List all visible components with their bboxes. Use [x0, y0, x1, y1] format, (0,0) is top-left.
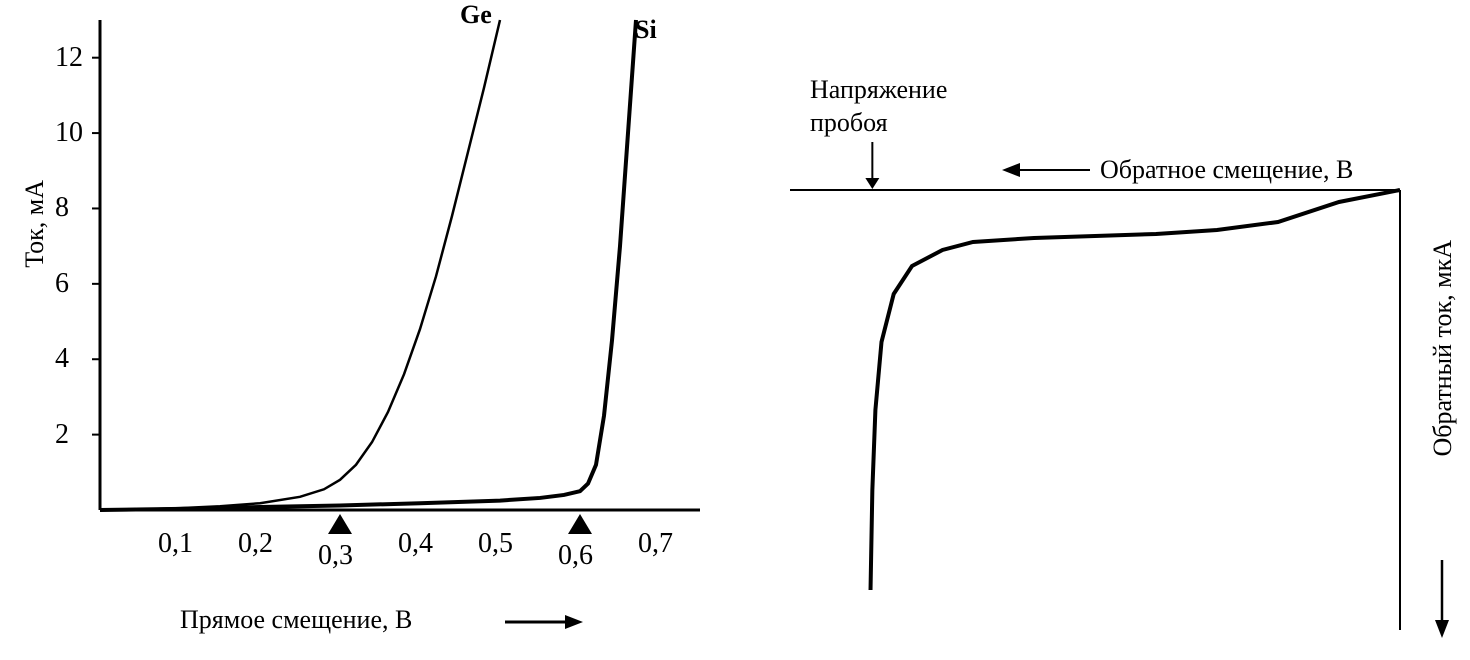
x-marker [568, 514, 592, 534]
x-tick-label: 0,2 [238, 528, 273, 560]
y-tick-label: 2 [55, 419, 69, 451]
ge-label: Ge [460, 0, 492, 30]
breakdown-label-2: пробоя [810, 108, 888, 138]
x-tick-label: 0,3 [318, 540, 353, 572]
reverse-current-label: Обратный ток, мкА [1428, 240, 1458, 457]
x-tick-label: 0,5 [478, 528, 513, 560]
ge-curve [100, 20, 500, 510]
x-tick-label: 0,4 [398, 528, 433, 560]
reverse-bias-chart: Напряжение пробоя Обратное смещение, В О… [750, 0, 1470, 660]
x-tick-label: 0,1 [158, 528, 193, 560]
x-tick-label: 0,6 [558, 540, 593, 572]
breakdown-label-1: Напряжение [810, 75, 947, 105]
forward-bias-chart: Ток, мА Прямое смещение, В 2 4 6 8 10 12 0,1 0… [0, 0, 750, 660]
y-tick-label: 8 [55, 192, 69, 224]
y-tick-label: 10 [55, 117, 83, 149]
reverse-curve [871, 190, 1400, 590]
y-tick-label: 4 [55, 343, 69, 375]
x-marker [328, 514, 352, 534]
si-curve [100, 20, 636, 510]
si-label: Si [635, 15, 657, 45]
x-axis-label: Прямое смещение, В [180, 605, 412, 635]
y-axis-label: Ток, мА [20, 180, 50, 268]
reverse-bias-label: Обратное смещение, В [1100, 155, 1353, 185]
x-tick-label: 0,7 [638, 528, 673, 560]
y-tick-label: 6 [55, 268, 69, 300]
left-chart-svg [0, 0, 750, 660]
y-tick-label: 12 [55, 42, 83, 74]
